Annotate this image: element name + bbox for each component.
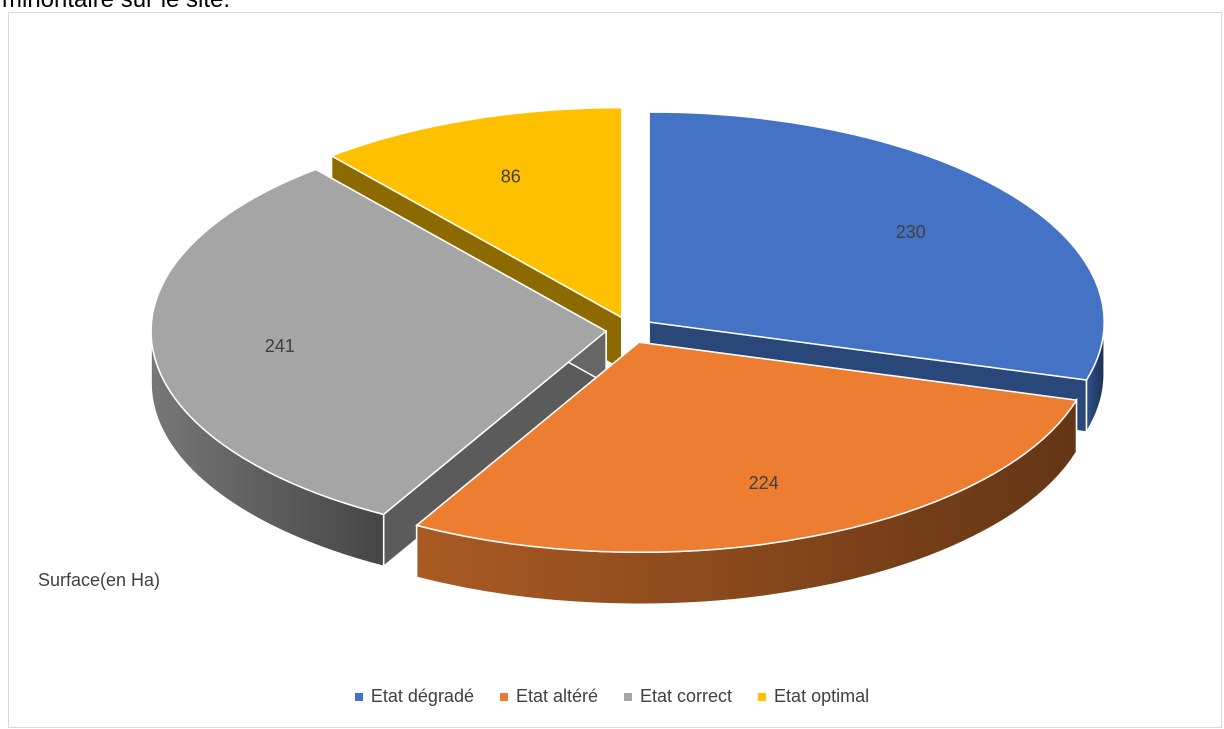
legend-item-1: Etat altéré [499, 686, 599, 707]
legend-swatch [354, 692, 363, 701]
pie-slice-top [648, 111, 1105, 381]
legend-item-2: Etat correct [624, 686, 732, 707]
legend-swatch [624, 692, 633, 701]
legend-item-3: Etat optimal [758, 686, 869, 707]
data-label-1: 224 [749, 473, 779, 493]
data-label-2: 241 [265, 336, 295, 356]
pie-slice-top [329, 106, 623, 319]
legend-label: Etat correct [640, 686, 733, 706]
chart-series-label: Surface(en Ha) [38, 570, 161, 590]
legend-item-0: Etat dégradé [354, 686, 474, 707]
legend-label: Etat dégradé [370, 686, 474, 706]
data-label-0: 230 [896, 222, 926, 242]
pie-slice-top [150, 168, 608, 516]
legend-swatch [758, 692, 767, 701]
document-text-line: minoritaire sur le site. [2, 0, 230, 14]
pie-slice-2 [150, 168, 608, 568]
data-label-3: 86 [501, 166, 521, 186]
pie-slice-top [415, 341, 1078, 553]
legend-label: Etat optimal [774, 686, 870, 706]
chart-legend: Etat dégradé Etat altéré Etat correct Etat … [0, 686, 1224, 707]
pie-slice-1 [415, 340, 1078, 605]
legend-swatch [499, 692, 508, 701]
legend-label: Etat altéré [515, 686, 599, 706]
